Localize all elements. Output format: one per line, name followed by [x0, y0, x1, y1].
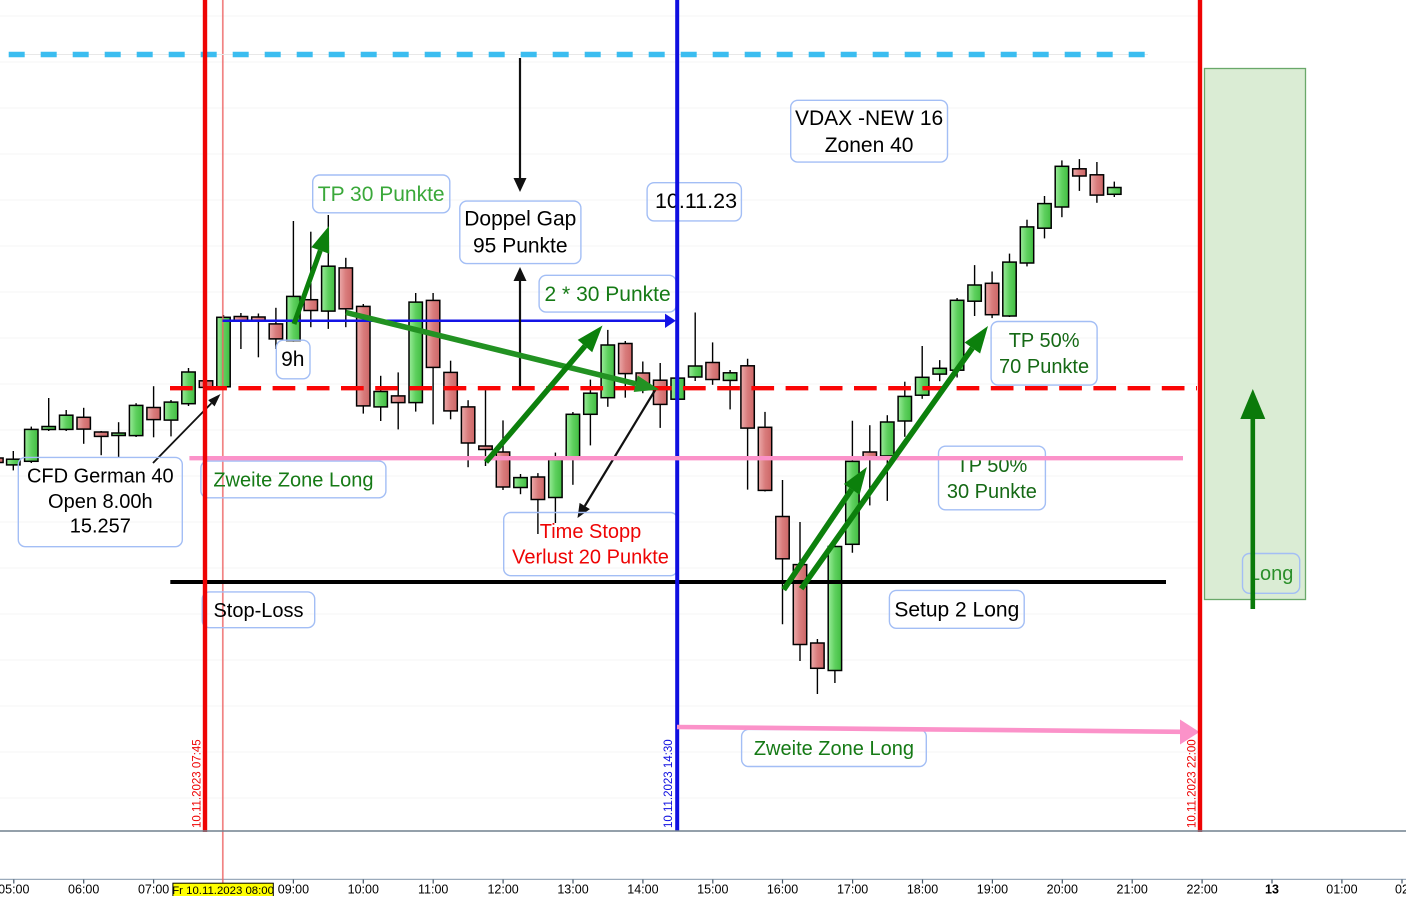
- svg-text:Zweite Zone Long: Zweite Zone Long: [754, 738, 914, 760]
- svg-text:13: 13: [1265, 883, 1279, 897]
- svg-text:11:00: 11:00: [418, 883, 448, 897]
- svg-text:Time Stopp: Time Stopp: [540, 521, 642, 543]
- svg-text:09:00: 09:00: [278, 883, 309, 897]
- svg-text:TP 50%: TP 50%: [1009, 330, 1080, 352]
- svg-text:Doppel Gap: Doppel Gap: [464, 208, 576, 231]
- svg-text:14:00: 14:00: [627, 883, 658, 897]
- svg-text:16:00: 16:00: [767, 883, 798, 897]
- svg-text:10.11.2023 22:00: 10.11.2023 22:00: [1187, 739, 1199, 828]
- svg-text:9h: 9h: [281, 348, 304, 371]
- svg-text:01:00: 01:00: [1326, 883, 1357, 897]
- svg-text:07:00: 07:00: [138, 883, 169, 897]
- svg-text:19:00: 19:00: [977, 883, 1008, 897]
- svg-text:Open 8.00h: Open 8.00h: [48, 491, 153, 513]
- svg-text:95 Punkte: 95 Punkte: [473, 235, 568, 258]
- svg-text:30 Punkte: 30 Punkte: [947, 481, 1037, 503]
- svg-text:15:00: 15:00: [697, 883, 728, 897]
- svg-text:02: 02: [1395, 883, 1406, 897]
- svg-text:20:00: 20:00: [1047, 883, 1078, 897]
- svg-text:Zweite Zone Long: Zweite Zone Long: [213, 470, 373, 492]
- svg-text:05:00: 05:00: [0, 883, 29, 897]
- svg-text:TP 50%: TP 50%: [957, 455, 1028, 477]
- svg-text:TP 30 Punkte: TP 30 Punkte: [318, 183, 445, 206]
- svg-text:06:00: 06:00: [68, 883, 99, 897]
- svg-text:15.257: 15.257: [70, 516, 131, 538]
- svg-text:Verlust 20 Punkte: Verlust 20 Punkte: [512, 547, 669, 569]
- svg-text:13:00: 13:00: [557, 883, 588, 897]
- svg-text:Long: Long: [1249, 563, 1294, 585]
- svg-text:17:00: 17:00: [837, 883, 868, 897]
- svg-text:21:00: 21:00: [1117, 883, 1148, 897]
- svg-text:VDAX -NEW 16: VDAX -NEW 16: [795, 107, 943, 130]
- svg-text:22:00: 22:00: [1186, 883, 1217, 897]
- svg-text:10:00: 10:00: [348, 883, 379, 897]
- svg-text:70 Punkte: 70 Punkte: [999, 356, 1089, 378]
- svg-text:CFD German 40: CFD German 40: [27, 466, 174, 488]
- svg-text:10.11.2023 07:45: 10.11.2023 07:45: [192, 739, 204, 828]
- svg-text:18:00: 18:00: [907, 883, 938, 897]
- svg-text:2 * 30 Punkte: 2 * 30 Punkte: [545, 283, 671, 306]
- svg-text:Fr 10.11.2023 08:00: Fr 10.11.2023 08:00: [172, 885, 274, 896]
- svg-text:12:00: 12:00: [487, 883, 518, 897]
- svg-text:Zonen 40: Zonen 40: [825, 134, 914, 157]
- svg-text:10.11.2023 14:30: 10.11.2023 14:30: [663, 739, 675, 828]
- svg-text:10.11.23: 10.11.23: [655, 189, 737, 213]
- svg-text:Setup 2 Long: Setup 2 Long: [894, 599, 1019, 622]
- svg-text:Stop-Loss: Stop-Loss: [213, 600, 303, 622]
